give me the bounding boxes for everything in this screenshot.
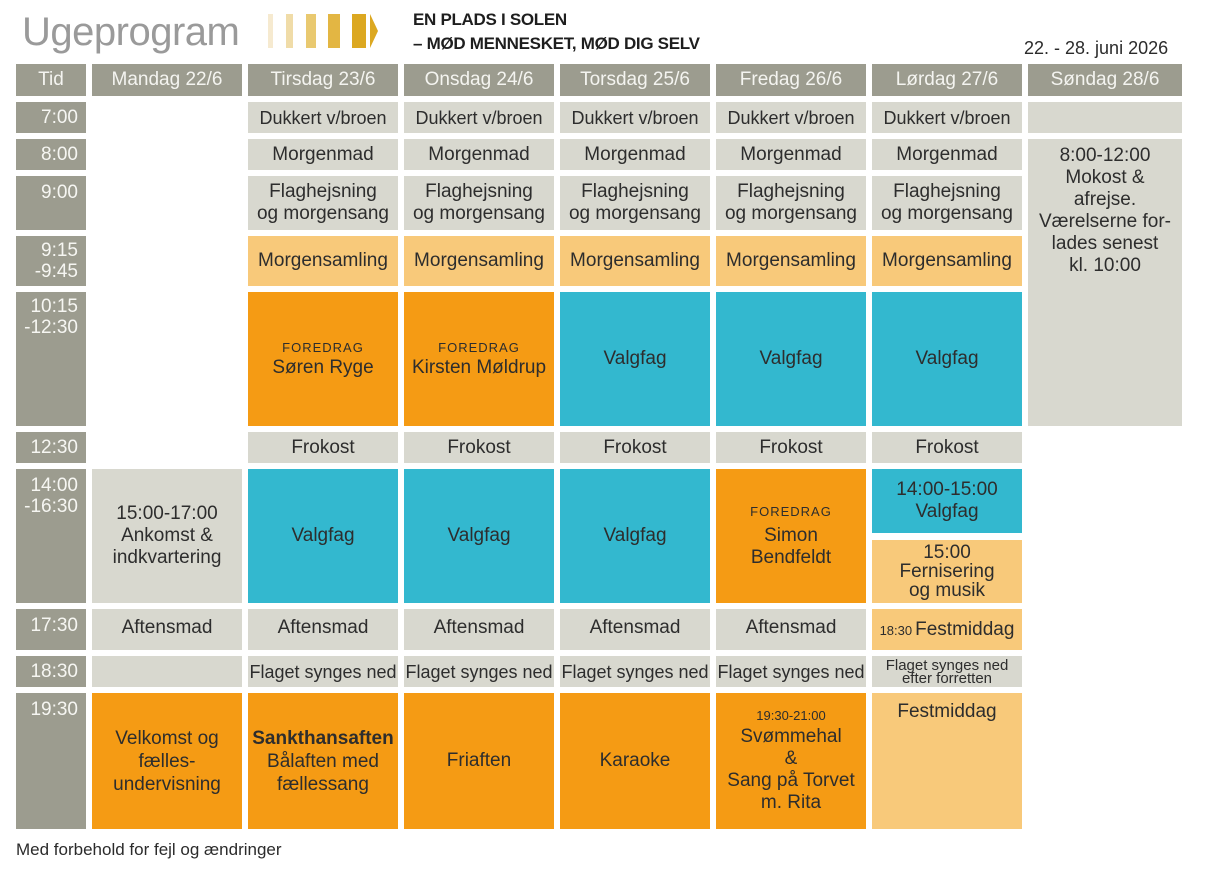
event-morgenmad-tue: Morgenmad <box>248 139 398 170</box>
event-valgfag-sat-am: Valgfag <box>872 292 1022 426</box>
column-header-monday: Mandag 22/6 <box>92 64 242 96</box>
column-header-tid: Tid <box>16 64 86 96</box>
time-0900: 9:00 <box>16 176 86 230</box>
event-fernisering: 15:00 Fernisering og musik <box>872 540 1022 603</box>
event-frokost-fri: Frokost <box>716 432 866 463</box>
column-header-tuesday: Tirsdag 23/6 <box>248 64 398 96</box>
time-1230: 12:30 <box>16 432 86 463</box>
event-valgfag-wed-pm: Valgfag <box>404 469 554 603</box>
event-morgenmad-fri: Morgenmad <box>716 139 866 170</box>
event-foredrag-simon-bendfeldt: FOREDRAG Simon Bendfeldt <box>716 469 866 603</box>
event-morgensamling-wed: Morgensamling <box>404 236 554 286</box>
event-foredrag-kirsten-moldrup: FOREDRAG Kirsten Møldrup <box>404 292 554 426</box>
event-flaghejsning-fri: Flaghejsning og morgensang <box>716 176 866 230</box>
slogan-line-1: EN PLADS I SOLEN <box>413 10 567 29</box>
event-flaget-thu: Flaget synges ned <box>560 656 710 687</box>
time-0915: 9:15 -9:45 <box>16 236 86 286</box>
event-aftensmad-wed: Aftensmad <box>404 609 554 650</box>
event-aftensmad-mon: Aftensmad <box>92 609 242 650</box>
event-flaget-wed: Flaget synges ned <box>404 656 554 687</box>
event-valgfag-sat-pm: 14:00-15:00 Valgfag <box>872 469 1022 533</box>
event-sankthansaften: Sankthansaften Bålaften med fællessang <box>248 693 398 829</box>
event-aftensmad-tue: Aftensmad <box>248 609 398 650</box>
column-header-thursday: Torsdag 25/6 <box>560 64 710 96</box>
time-1830: 18:30 <box>16 656 86 687</box>
event-frokost-sat: Frokost <box>872 432 1022 463</box>
disclaimer: Med forbehold for fejl og ændringer <box>16 840 282 859</box>
event-valgfag-tue-pm: Valgfag <box>248 469 398 603</box>
event-foredrag-soren-ryge: FOREDRAG Søren Ryge <box>248 292 398 426</box>
slogan-line-2: – MØD MENNESKET, MØD DIG SELV <box>413 34 700 53</box>
column-header-saturday: Lørdag 27/6 <box>872 64 1022 96</box>
slogan: EN PLADS I SOLEN – MØD MENNESKET, MØD DI… <box>413 8 700 56</box>
time-1930: 19:30 <box>16 693 86 829</box>
event-morgenmad-wed: Morgenmad <box>404 139 554 170</box>
page-title: Ugeprogram <box>22 10 240 54</box>
event-flaghejsning-tue: Flaghejsning og morgensang <box>248 176 398 230</box>
event-svommehal: 19:30-21:00 Svømmehal & Sang på Torvet m. Ri… <box>716 693 866 829</box>
event-frokost-thu: Frokost <box>560 432 710 463</box>
event-festmiddag: Festmiddag <box>872 693 1022 829</box>
event-friaften: Friaften <box>404 693 554 829</box>
event-flaghejsning-wed: Flaghejsning og morgensang <box>404 176 554 230</box>
event-morgenmad-sat: Morgenmad <box>872 139 1022 170</box>
event-sunday-departure: 8:00-12:00 Mokost & afrejse. Værelserne … <box>1028 139 1182 426</box>
event-frokost-wed: Frokost <box>404 432 554 463</box>
event-morgensamling-thu: Morgensamling <box>560 236 710 286</box>
event-dukkert-wed: Dukkert v/broen <box>404 102 554 133</box>
arrow-stripes-icon <box>268 14 378 48</box>
event-morgenmad-thu: Morgenmad <box>560 139 710 170</box>
event-flaghejsning-sat: Flaghejsning og morgensang <box>872 176 1022 230</box>
event-aftensmad-fri: Aftensmad <box>716 609 866 650</box>
column-header-wednesday: Onsdag 24/6 <box>404 64 554 96</box>
event-morgensamling-tue: Morgensamling <box>248 236 398 286</box>
event-flaget-fri: Flaget synges ned <box>716 656 866 687</box>
date-range: 22. - 28. juni 2026 <box>1024 38 1169 58</box>
event-dukkert-tue: Dukkert v/broen <box>248 102 398 133</box>
event-valgfag-thu-pm: Valgfag <box>560 469 710 603</box>
event-frokost-tue: Frokost <box>248 432 398 463</box>
time-1015: 10:15 -12:30 <box>16 292 86 426</box>
event-ankomst: 15:00-17:00 Ankomst & indkvartering <box>92 469 242 603</box>
event-valgfag-fri-am: Valgfag <box>716 292 866 426</box>
event-morgensamling-sat: Morgensamling <box>872 236 1022 286</box>
event-dukkert-thu: Dukkert v/broen <box>560 102 710 133</box>
event-flaget-tue: Flaget synges ned <box>248 656 398 687</box>
event-dukkert-fri: Dukkert v/broen <box>716 102 866 133</box>
event-aftensmad-thu: Aftensmad <box>560 609 710 650</box>
time-1400: 14:00 -16:30 <box>16 469 86 603</box>
event-valgfag-thu-am: Valgfag <box>560 292 710 426</box>
event-karaoke: Karaoke <box>560 693 710 829</box>
event-festmiddag-1830: 18:30 Festmiddag <box>872 609 1022 650</box>
event-flaget-sat: Flaget synges ned efter forretten <box>872 656 1022 687</box>
time-1730: 17:30 <box>16 609 86 650</box>
event-velkomst: Velkomst og fælles-undervisning <box>92 693 242 829</box>
event-empty-mon-1830 <box>92 656 242 687</box>
column-header-friday: Fredag 26/6 <box>716 64 866 96</box>
time-0800: 8:00 <box>16 139 86 170</box>
event-morgensamling-fri: Morgensamling <box>716 236 866 286</box>
time-0700: 7:00 <box>16 102 86 133</box>
event-dukkert-sat: Dukkert v/broen <box>872 102 1022 133</box>
column-header-sunday: Søndag 28/6 <box>1028 64 1182 96</box>
event-flaghejsning-thu: Flaghejsning og morgensang <box>560 176 710 230</box>
event-empty-sun-0700 <box>1028 102 1182 133</box>
